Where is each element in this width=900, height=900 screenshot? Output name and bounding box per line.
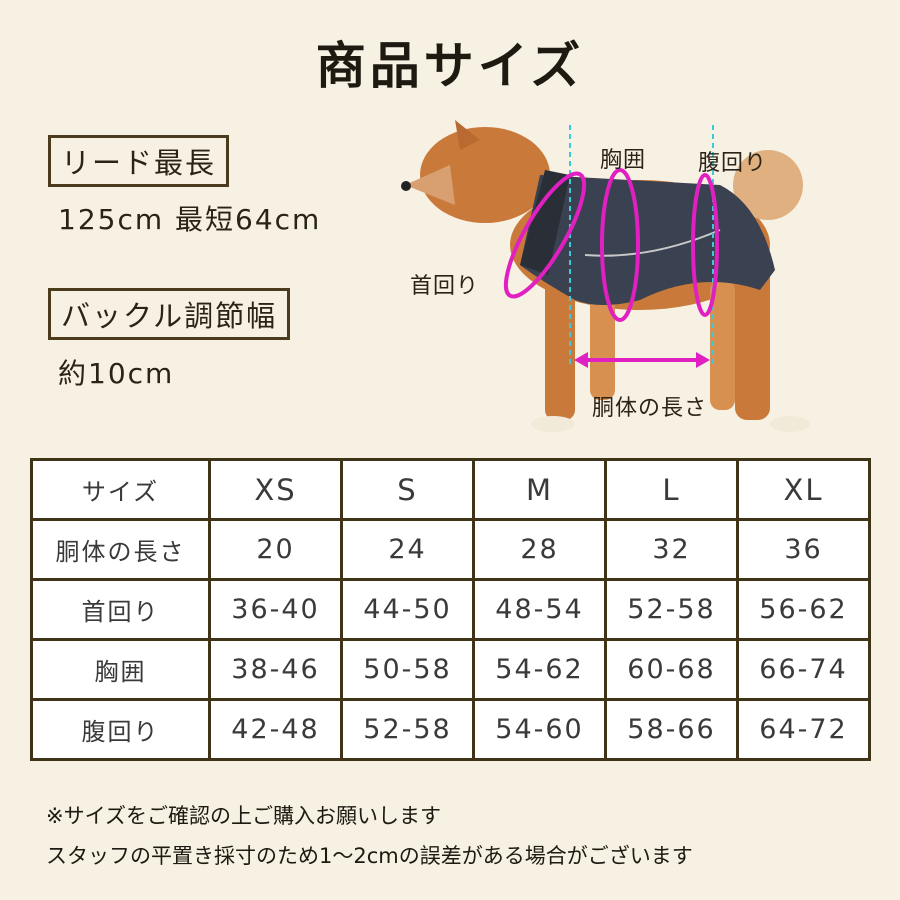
header-cell: サイズ: [30, 458, 211, 521]
table-cell: 66-74: [736, 638, 871, 701]
chest-label: 胸囲: [600, 148, 647, 173]
header-cell: S: [340, 458, 475, 521]
buckle-range-label: バックル調節幅: [48, 288, 291, 340]
note-measurement-error: スタッフの平置き採寸のため1～2cmの誤差がある場合がございます: [46, 844, 693, 868]
table-cell: 20: [208, 518, 343, 581]
table-cell: 36-40: [208, 578, 343, 641]
table-cell: 54-60: [472, 698, 607, 761]
buckle-range-value: 約10cm: [58, 357, 175, 390]
header-cell: M: [472, 458, 607, 521]
lead-length-label: リード最長: [48, 135, 230, 187]
table-cell: 36: [736, 518, 871, 581]
table-cell: 56-62: [736, 578, 871, 641]
table-cell: 28: [472, 518, 607, 581]
dog-illustration: [401, 120, 810, 432]
row-label: 胸囲: [30, 638, 211, 701]
table-cell: 60-68: [604, 638, 739, 701]
table-cell: 44-50: [340, 578, 475, 641]
table-cell: 42-48: [208, 698, 343, 761]
table-row: 首回り 36-40 44-50 48-54 52-58 56-62: [30, 578, 871, 641]
table-row: 胸囲 38-46 50-58 54-62 60-68 66-74: [30, 638, 871, 701]
belly-label: 腹回り: [698, 151, 768, 176]
header-cell: XS: [208, 458, 343, 521]
table-cell: 32: [604, 518, 739, 581]
table-row: 胴体の長さ 20 24 28 32 36: [30, 518, 871, 581]
note-confirm-size: ※サイズをご確認の上ご購入お願いします: [46, 804, 441, 828]
table-row: 腹回り 42-48 52-58 54-60 58-66 64-72: [30, 698, 871, 761]
header-cell: XL: [736, 458, 871, 521]
table-cell: 52-58: [340, 698, 475, 761]
table-cell: 50-58: [340, 638, 475, 701]
table-header-row: サイズ XS S M L XL: [30, 458, 871, 521]
table-cell: 38-46: [208, 638, 343, 701]
lead-length-value: 125cm 最短64cm: [58, 203, 322, 236]
header-cell: L: [604, 458, 739, 521]
page-title: 商品サイズ: [315, 37, 585, 95]
table-cell: 58-66: [604, 698, 739, 761]
table-cell: 54-62: [472, 638, 607, 701]
table-cell: 24: [340, 518, 475, 581]
neck-label: 首回り: [410, 274, 480, 299]
row-label: 腹回り: [30, 698, 211, 761]
row-label: 首回り: [30, 578, 211, 641]
body-length-label: 胴体の長さ: [592, 396, 708, 421]
size-table: サイズ XS S M L XL 胴体の長さ 20 24 28 32 36 首回り…: [30, 458, 871, 761]
row-label: 胴体の長さ: [30, 518, 211, 581]
table-cell: 64-72: [736, 698, 871, 761]
table-cell: 48-54: [472, 578, 607, 641]
table-cell: 52-58: [604, 578, 739, 641]
